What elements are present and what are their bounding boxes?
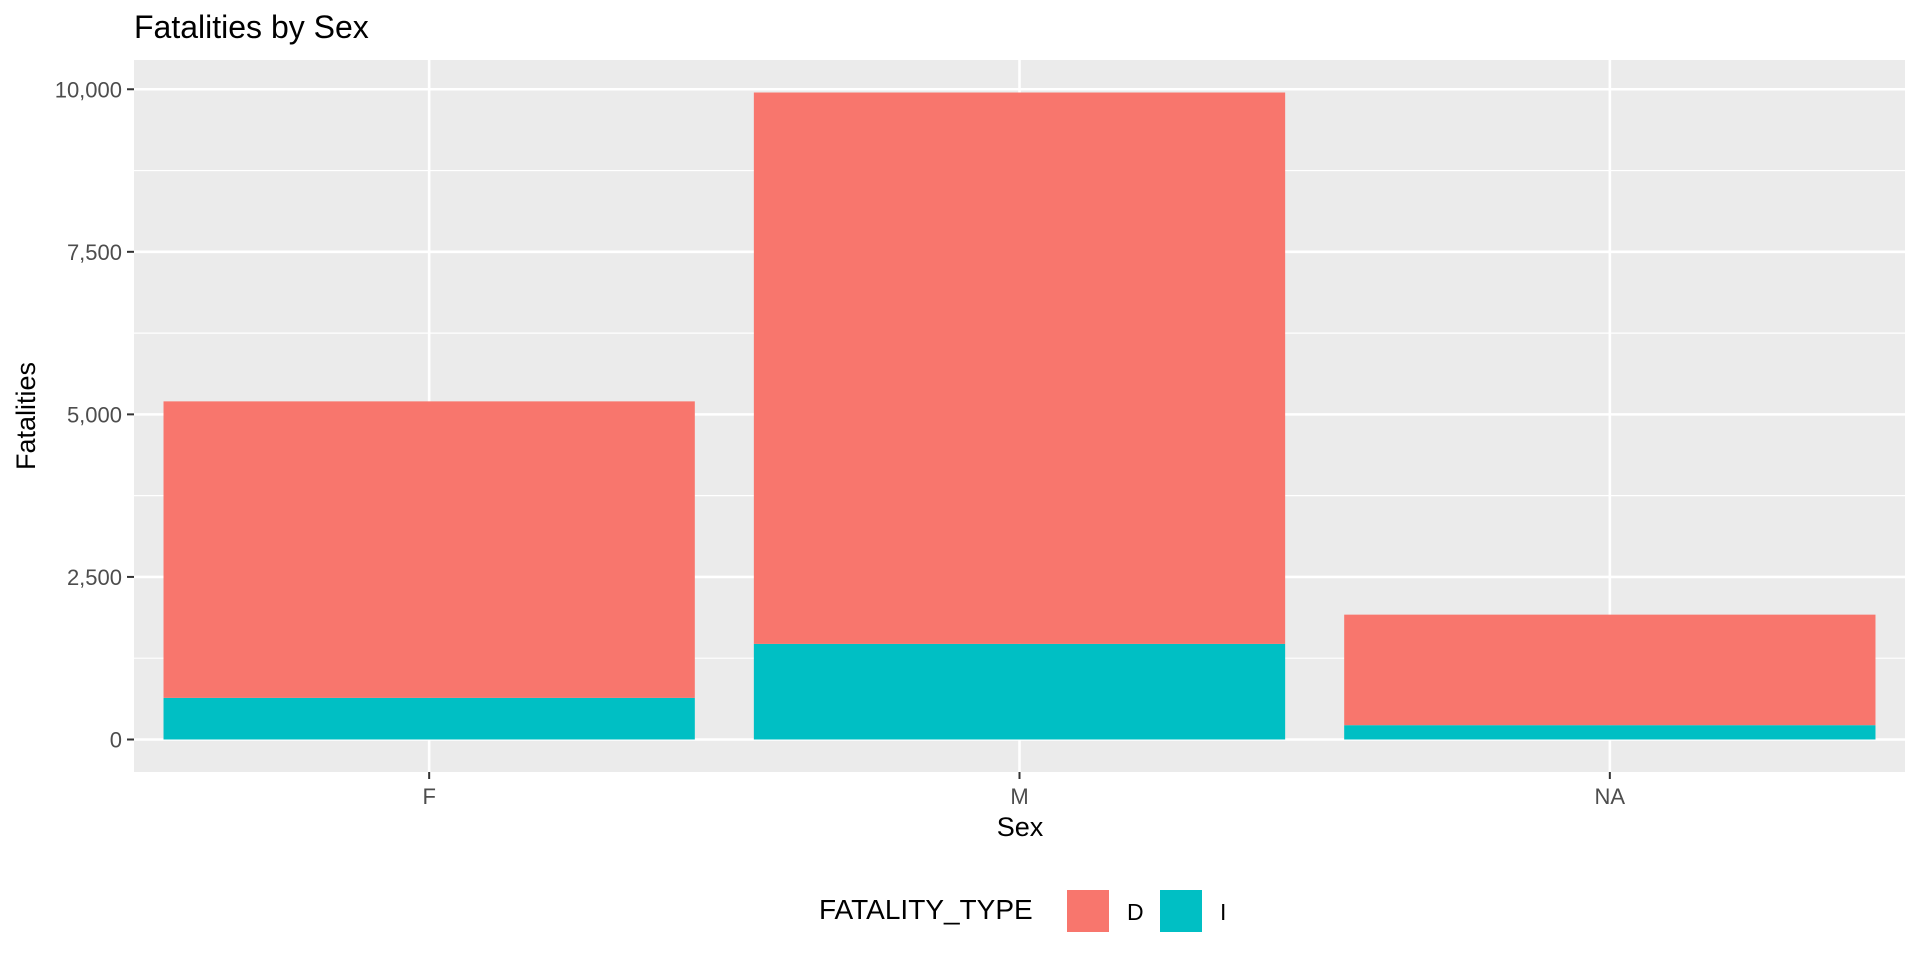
legend-label-d: D (1127, 899, 1144, 925)
legend-label-i: I (1220, 899, 1226, 925)
y-axis: 0 2,500 5,000 7,500 10,000 (55, 77, 134, 752)
legend-title: FATALITY_TYPE (819, 894, 1033, 925)
x-axis-title: Sex (997, 812, 1044, 842)
bar-d-m (753, 92, 1286, 644)
y-tick-label: 0 (110, 727, 122, 752)
legend-key-d (1067, 890, 1109, 932)
x-tick-label: NA (1595, 784, 1626, 809)
x-tick-label: M (1010, 784, 1028, 809)
legend-key-i (1160, 890, 1202, 932)
y-tick-label: 7,500 (67, 240, 122, 265)
y-tick-label: 5,000 (67, 402, 122, 427)
x-tick-label: F (422, 784, 435, 809)
chart-title: Fatalities by Sex (134, 9, 369, 45)
bar-d-f (163, 401, 695, 698)
bar-i-m (753, 643, 1286, 740)
y-tick-label: 10,000 (55, 77, 122, 102)
y-axis-title: Fatalities (11, 362, 41, 470)
bar-i-f (163, 697, 695, 740)
bar-d-na (1344, 614, 1876, 726)
y-tick-label: 2,500 (67, 565, 122, 590)
legend: FATALITY_TYPE D I (819, 890, 1226, 932)
bars (163, 92, 1876, 740)
bar-i-na (1344, 725, 1876, 740)
x-axis: F M NA (422, 772, 1625, 809)
